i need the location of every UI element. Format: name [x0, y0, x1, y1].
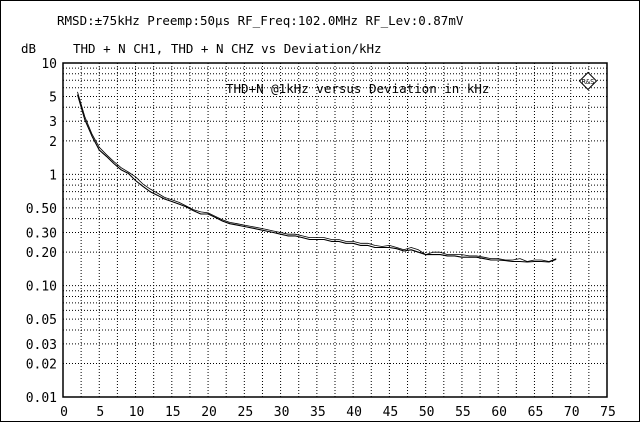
- rs-logo: R&S: [578, 71, 598, 91]
- y-tick-label: 0.01: [26, 391, 57, 406]
- y-tick-label: 0.05: [26, 313, 57, 328]
- series-group: [76, 91, 557, 263]
- plot-area-border: [62, 62, 608, 398]
- y-tick-label: 5: [49, 91, 57, 106]
- trace-description: THD + N CH1, THD + N CHZ vs Deviation/kH…: [73, 41, 382, 56]
- y-unit-label: dB: [21, 41, 36, 56]
- x-tick-label: 0: [60, 405, 68, 420]
- x-tick-label: 55: [455, 405, 471, 420]
- x-tick-label: 60: [491, 405, 507, 420]
- x-tick-label: 40: [346, 405, 362, 420]
- x-tick-label: 25: [238, 405, 254, 420]
- x-tick-label: 10: [129, 405, 145, 420]
- y-tick-label: 2: [49, 135, 57, 150]
- series-line-2: [77, 91, 557, 262]
- x-tick-label: 35: [310, 405, 326, 420]
- x-tick-label: 30: [274, 405, 290, 420]
- y-tick-label: 3: [49, 115, 57, 130]
- x-tick-label: 75: [600, 405, 616, 420]
- x-tick-label: 50: [419, 405, 435, 420]
- x-tick-label: 15: [165, 405, 181, 420]
- grid: [63, 63, 607, 397]
- x-tick-label: 65: [528, 405, 544, 420]
- x-tick-label: 20: [201, 405, 217, 420]
- series-line-1: [76, 94, 557, 263]
- x-tick-label: 45: [383, 405, 399, 420]
- tick-labels: 0 5 10 15 20 25 30 35 40 45 50 55 60 65 70 75 10 5 3 2 1 0.50…: [26, 57, 616, 420]
- settings-header: RMSD:±75kHz Preemp:50µs RF_Freq:102.0MHz…: [57, 13, 464, 28]
- y-tick-label: 0.03: [26, 338, 57, 353]
- x-tick-label: 70: [564, 405, 580, 420]
- y-tick-label: 0.30: [26, 227, 57, 242]
- x-tick-label: 5: [96, 405, 104, 420]
- y-tick-label: 0.20: [26, 246, 57, 261]
- chart-title: THD+N @1kHz versus Deviation in kHz: [226, 81, 489, 96]
- y-tick-label: 0.50: [26, 202, 57, 217]
- y-tick-label: 0.10: [26, 280, 57, 295]
- y-tick-label: 0.02: [26, 357, 57, 372]
- y-tick-label: 10: [41, 57, 57, 72]
- rs-logo-text: R&S: [582, 78, 595, 86]
- y-tick-label: 1: [49, 168, 57, 183]
- rs-logo-diamond-icon: [578, 71, 598, 91]
